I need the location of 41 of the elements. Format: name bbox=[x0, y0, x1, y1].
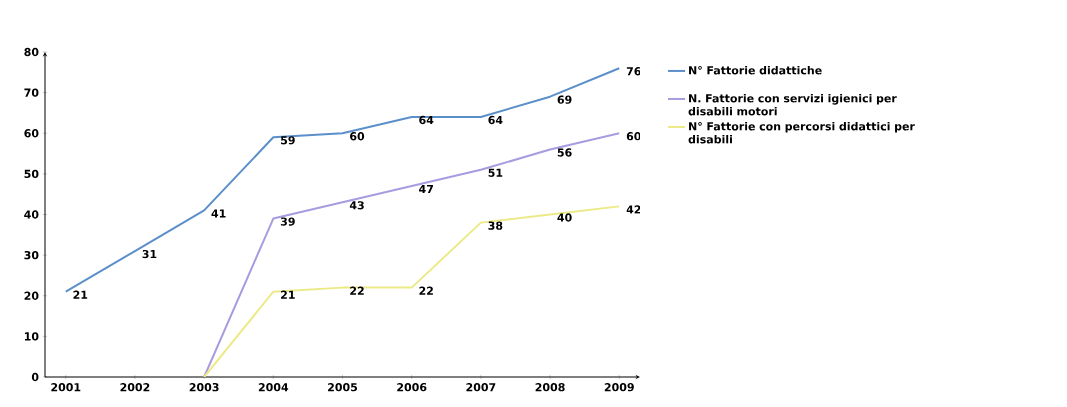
x-tick-label: 2009 bbox=[604, 383, 634, 392]
y-tick-label: 20 bbox=[24, 291, 39, 300]
data-label: 40 bbox=[557, 213, 572, 222]
data-label: 56 bbox=[557, 148, 572, 157]
data-label: 69 bbox=[557, 95, 572, 104]
x-tick-label: 2007 bbox=[466, 383, 496, 392]
data-label: 64 bbox=[419, 115, 434, 125]
data-label: 38 bbox=[488, 221, 503, 230]
legend-label: N° Fattorie didattiche bbox=[689, 65, 822, 75]
x-tick-label: 2005 bbox=[328, 383, 358, 392]
data-label: 39 bbox=[280, 217, 295, 226]
data-label: 22 bbox=[350, 286, 364, 295]
x-tick-label: 2006 bbox=[397, 383, 427, 392]
y-tick-label: 70 bbox=[24, 88, 39, 97]
y-tick-label: 40 bbox=[24, 210, 39, 219]
data-label: 42 bbox=[626, 205, 641, 214]
x-tick-label: 2004 bbox=[258, 383, 289, 392]
y-tick-label: 80 bbox=[24, 47, 39, 57]
data-label: 64 bbox=[488, 115, 503, 125]
y-tick-label: 0 bbox=[31, 372, 39, 382]
data-label: 47 bbox=[419, 185, 433, 194]
legend-label: N. Fattorie con servizi igienici per disabili motori bbox=[688, 93, 897, 116]
legend-label: N° Fattorie con percorsi didattici per disabili bbox=[688, 121, 915, 144]
data-label: 51 bbox=[488, 168, 503, 177]
x-tick-label: 2001 bbox=[51, 383, 81, 392]
y-tick-label: 50 bbox=[24, 169, 39, 179]
data-label: 21 bbox=[281, 290, 295, 299]
data-label: 59 bbox=[281, 136, 295, 145]
data-label: 21 bbox=[73, 290, 88, 299]
data-label: 60 bbox=[350, 132, 365, 141]
data-label: 31 bbox=[142, 249, 157, 259]
x-tick-label: 2008 bbox=[535, 383, 565, 392]
data-label: 22 bbox=[419, 286, 433, 295]
data-label: 41 bbox=[211, 209, 226, 218]
y-tick-label: 10 bbox=[24, 332, 39, 341]
y-tick-label: 30 bbox=[24, 250, 39, 260]
y-tick-label: 60 bbox=[24, 129, 39, 138]
x-tick-label: 2003 bbox=[189, 383, 219, 392]
data-label: 43 bbox=[349, 201, 364, 210]
line-series bbox=[203, 132, 621, 377]
x-tick-label: 2002 bbox=[120, 383, 150, 392]
